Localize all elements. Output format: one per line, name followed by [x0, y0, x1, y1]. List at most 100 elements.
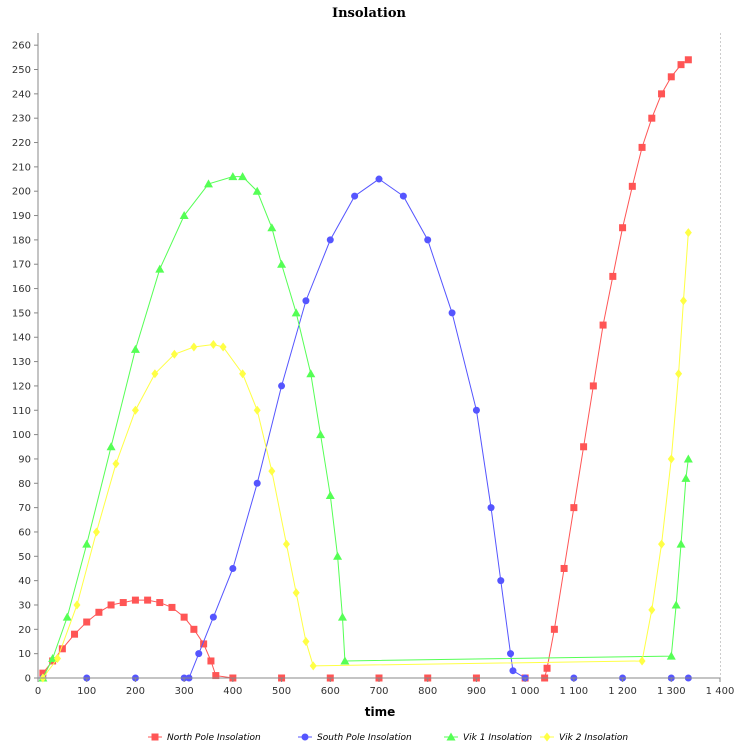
data-point — [131, 405, 139, 415]
series-3 — [38, 172, 693, 682]
data-point — [130, 344, 140, 353]
data-point — [92, 527, 100, 537]
x-tick-label: 1 100 — [560, 686, 589, 697]
data-point — [253, 405, 261, 415]
data-point — [351, 192, 359, 200]
data-point — [424, 236, 432, 244]
data-point — [207, 657, 215, 665]
x-tick-label: 900 — [467, 686, 486, 697]
data-point — [190, 625, 198, 633]
data-point — [550, 625, 558, 633]
legend-item: South Pole Insolation — [298, 733, 412, 743]
data-point — [658, 90, 666, 98]
y-tick-label: 150 — [12, 308, 31, 319]
data-point — [168, 603, 176, 611]
y-tick-label: 30 — [18, 600, 31, 611]
data-point — [190, 342, 198, 352]
data-point — [277, 259, 287, 268]
y-tick-label: 130 — [12, 357, 31, 368]
data-point — [48, 654, 58, 663]
data-point — [309, 661, 317, 671]
data-point — [638, 656, 646, 666]
y-tick-label: 140 — [12, 333, 31, 344]
plot-area — [38, 33, 720, 678]
y-tick-label: 230 — [12, 114, 31, 125]
data-point — [209, 340, 217, 350]
data-point — [302, 636, 310, 646]
data-point — [399, 192, 407, 200]
y-tick-label: 190 — [12, 211, 31, 222]
series-line — [42, 176, 689, 679]
data-point — [543, 664, 551, 672]
legend-label: Vik 2 Insolation — [559, 733, 628, 743]
x-tick-label: 400 — [223, 686, 242, 697]
data-point — [144, 596, 152, 604]
y-tick-label: 110 — [12, 406, 31, 417]
x-tick-label: 1 300 — [657, 686, 686, 697]
data-point — [676, 539, 686, 548]
data-point — [58, 645, 66, 653]
data-point — [131, 596, 139, 604]
x-tick-label: 700 — [369, 686, 388, 697]
x-tick-label: 1 000 — [511, 686, 540, 697]
data-point — [268, 466, 276, 476]
data-point — [628, 182, 636, 190]
data-point — [648, 605, 656, 615]
y-tick-label: 70 — [18, 503, 31, 514]
data-point — [95, 608, 103, 616]
data-point — [671, 600, 681, 609]
data-point — [448, 309, 456, 317]
legend-marker — [301, 733, 309, 741]
legend-label: South Pole Insolation — [317, 733, 412, 743]
data-point — [509, 667, 517, 675]
data-point — [204, 179, 213, 188]
y-tick-label: 100 — [12, 430, 31, 441]
data-point — [497, 577, 505, 585]
legend-marker — [543, 732, 551, 742]
y-tick-label: 20 — [18, 625, 31, 636]
data-point — [681, 473, 691, 482]
data-point — [316, 430, 326, 439]
x-tick-label: 300 — [175, 686, 194, 697]
data-point — [239, 369, 247, 379]
data-point — [337, 612, 347, 621]
data-point — [684, 228, 692, 238]
data-point — [599, 321, 607, 329]
x-tick-label: 1 400 — [706, 686, 735, 697]
data-point — [282, 539, 290, 549]
data-point — [658, 539, 666, 549]
y-tick-label: 240 — [12, 89, 31, 100]
data-point — [292, 588, 300, 598]
data-point — [306, 369, 316, 378]
data-point — [195, 650, 203, 658]
data-point — [677, 61, 685, 69]
data-point — [560, 564, 568, 572]
data-point — [170, 349, 178, 359]
data-point — [570, 504, 578, 512]
data-point — [679, 296, 687, 306]
data-point — [106, 442, 116, 451]
data-point — [53, 654, 61, 664]
data-point — [648, 114, 656, 122]
legend-marker — [151, 733, 159, 741]
legend-label: North Pole Insolation — [167, 733, 261, 743]
y-tick-label: 50 — [18, 552, 31, 563]
y-tick-label: 10 — [18, 649, 31, 660]
data-point — [302, 297, 310, 305]
data-point — [580, 443, 588, 451]
data-point — [666, 651, 676, 660]
series-4 — [39, 228, 692, 683]
y-tick-label: 210 — [12, 162, 31, 173]
legend: North Pole Insolation South Pole Insolati… — [148, 732, 628, 743]
chart-title: Insolation — [332, 6, 406, 21]
y-tick-label: 0 — [25, 674, 31, 685]
data-point — [333, 551, 343, 560]
data-point — [73, 600, 81, 610]
data-point — [209, 613, 217, 621]
data-point — [609, 272, 617, 280]
data-point — [39, 669, 47, 677]
data-point — [180, 613, 188, 621]
legend-item: Vik 2 Insolation — [540, 732, 628, 743]
data-point — [212, 672, 220, 680]
x-axis-label: time — [365, 705, 396, 719]
